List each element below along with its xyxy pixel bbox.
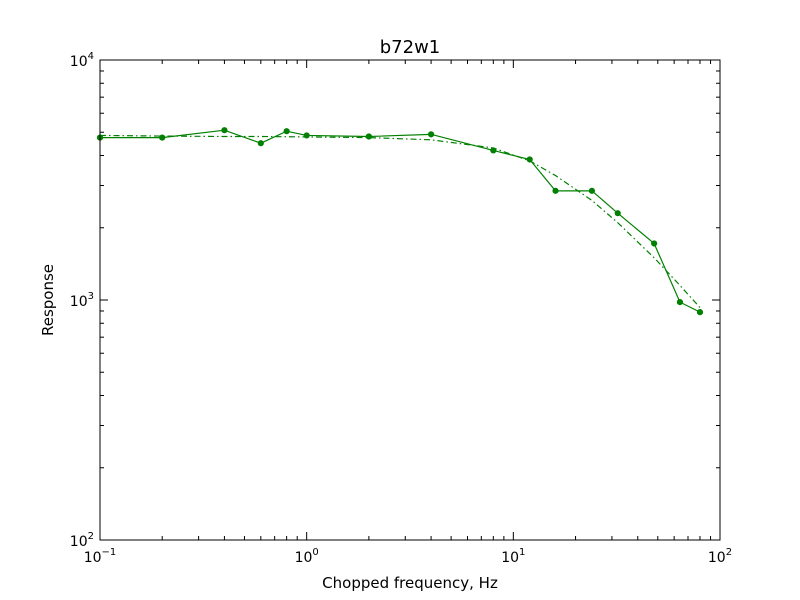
data-point [696, 309, 704, 316]
x-tick-label: 101 [501, 547, 525, 566]
x-tick-label: 102 [708, 547, 732, 566]
x-axis-label: Chopped frequency, Hz [322, 574, 498, 592]
y-axis-label: Response [39, 264, 57, 336]
x-tick-label: 10−1 [84, 547, 117, 566]
data-point [365, 133, 372, 140]
y-tick-label: 103 [70, 291, 94, 310]
y-tick-label: 102 [70, 531, 94, 550]
data-point [427, 131, 435, 138]
data-point [651, 240, 658, 247]
series-layer [96, 127, 704, 316]
x-tick-label: 100 [295, 547, 319, 566]
data-point [614, 210, 621, 217]
data-line [100, 129, 701, 313]
data-point [257, 140, 264, 147]
data-point [552, 187, 559, 194]
data-point [676, 299, 684, 306]
data-point [526, 156, 533, 163]
data-point [221, 127, 228, 134]
data-point [283, 128, 290, 135]
chart-title: b72w1 [380, 37, 441, 58]
tick-layer: 10−1 100 101 102 102 103 104 [70, 51, 732, 566]
y-tick-label: 104 [70, 51, 94, 70]
data-point [588, 187, 596, 194]
